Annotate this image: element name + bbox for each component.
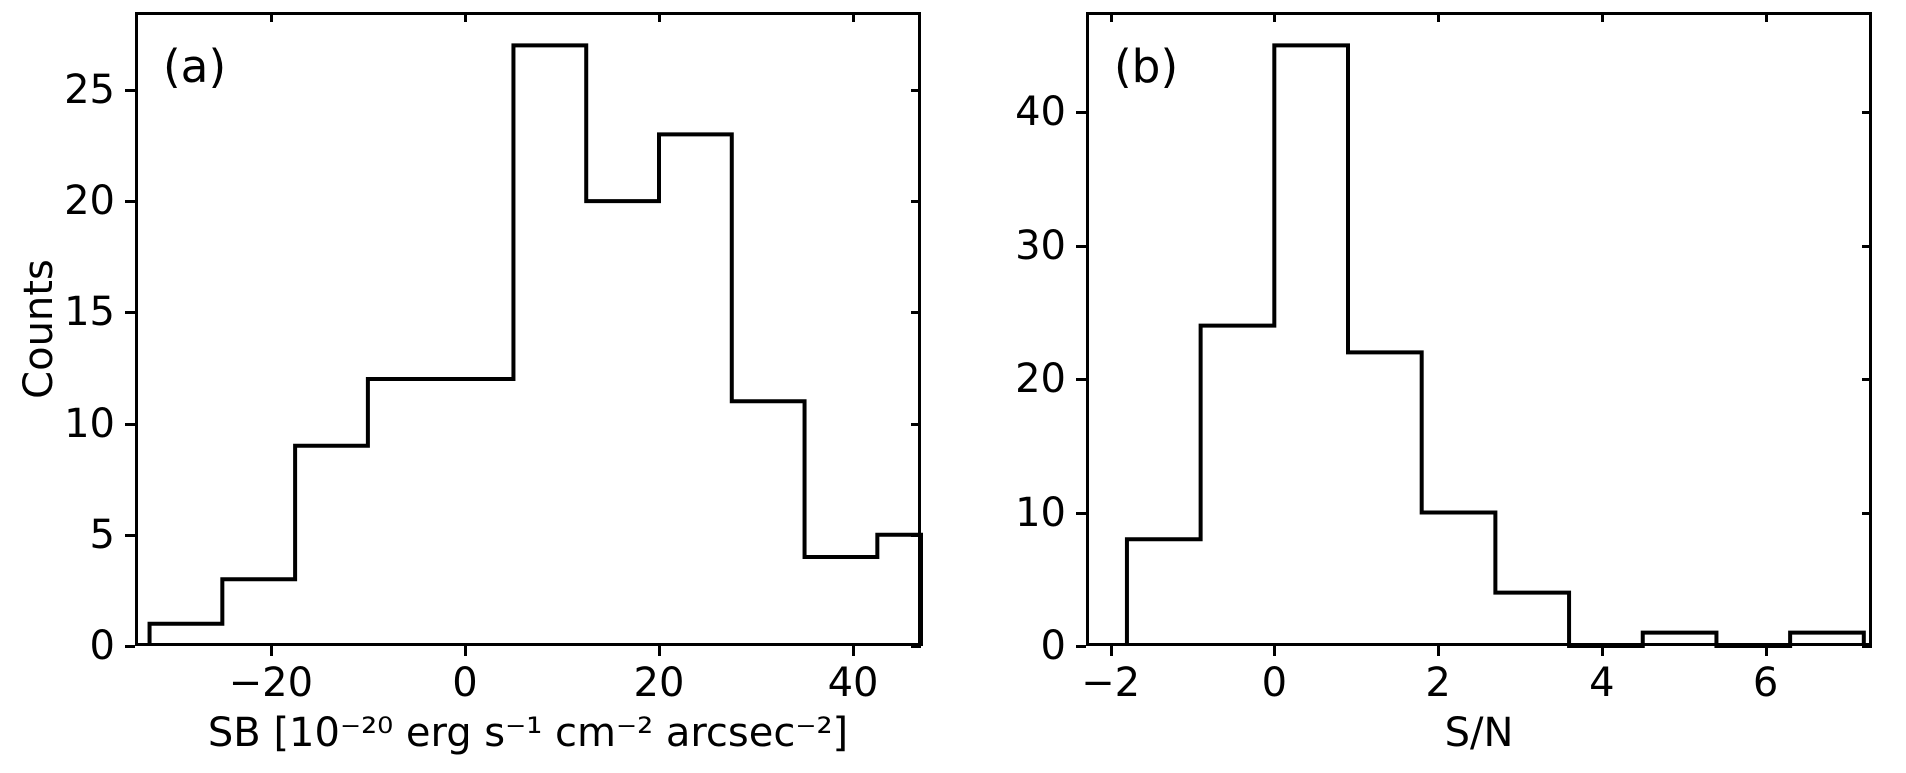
x-tick-mark-top [464,12,467,22]
y-tick-mark [1076,378,1086,381]
y-tick-mark-right [1862,645,1872,648]
axes-frame-a [135,12,921,646]
y-tick-mark-right [911,423,921,426]
figure: (a) Counts SB [10⁻²⁰ erg s⁻¹ cm⁻² arcsec… [0,0,1906,773]
x-tick-mark-top [1273,12,1276,22]
x-tick-mark [1765,646,1768,656]
x-tick-mark [1110,646,1113,656]
axes-frame-b [1086,12,1872,646]
x-tick-label: 20 [634,660,685,706]
x-tick-label: 6 [1753,660,1778,706]
y-tick-mark-right [911,200,921,203]
y-tick-label: 20 [1015,356,1066,402]
y-tick-label: 5 [90,512,115,558]
x-tick-label: 0 [452,660,477,706]
y-tick-label: 10 [64,401,115,447]
y-tick-mark-right [911,311,921,314]
y-tick-mark [125,89,135,92]
y-tick-mark [1076,512,1086,515]
x-tick-mark-top [270,12,273,22]
y-tick-mark [125,645,135,648]
y-tick-label: 40 [1015,89,1066,135]
y-tick-label: 0 [1041,623,1066,669]
x-tick-label: 40 [828,660,879,706]
x-tick-mark [270,646,273,656]
y-tick-mark [125,200,135,203]
x-tick-label: 4 [1589,660,1614,706]
y-tick-mark [1076,111,1086,114]
y-tick-mark-right [911,534,921,537]
x-tick-label: 0 [1262,660,1287,706]
x-tick-mark-top [1110,12,1113,22]
y-axis-label-a: Counts [16,259,62,399]
x-tick-mark [658,646,661,656]
y-tick-label: 0 [90,623,115,669]
y-tick-label: 25 [64,67,115,113]
x-tick-mark-top [1765,12,1768,22]
y-tick-mark-right [1862,512,1872,515]
x-tick-mark-top [852,12,855,22]
y-tick-mark-right [911,89,921,92]
x-tick-mark [1273,646,1276,656]
x-tick-label: −20 [229,660,313,706]
y-tick-label: 10 [1015,490,1066,536]
x-tick-mark-top [1601,12,1604,22]
y-tick-mark [125,534,135,537]
x-tick-mark [1601,646,1604,656]
y-tick-mark [1076,245,1086,248]
y-tick-label: 30 [1015,223,1066,269]
x-tick-label: 2 [1425,660,1450,706]
y-tick-mark [125,423,135,426]
y-tick-label: 20 [64,178,115,224]
y-tick-mark [125,311,135,314]
x-axis-label-b: S/N [1445,710,1514,756]
y-tick-mark-right [911,645,921,648]
y-tick-mark [1076,645,1086,648]
panel-b: (b) [1086,12,1872,646]
x-tick-label: −2 [1081,660,1140,706]
x-tick-mark-top [1437,12,1440,22]
panel-a: (a) [135,12,921,646]
x-tick-mark [852,646,855,656]
x-tick-mark-top [658,12,661,22]
x-tick-mark [464,646,467,656]
x-tick-mark [1437,646,1440,656]
x-axis-label-a: SB [10⁻²⁰ erg s⁻¹ cm⁻² arcsec⁻²] [208,710,848,756]
panel-letter-a: (a) [163,40,226,93]
y-tick-label: 15 [64,289,115,335]
y-tick-mark-right [1862,111,1872,114]
y-tick-mark-right [1862,245,1872,248]
panel-letter-b: (b) [1114,40,1178,93]
y-tick-mark-right [1862,378,1872,381]
